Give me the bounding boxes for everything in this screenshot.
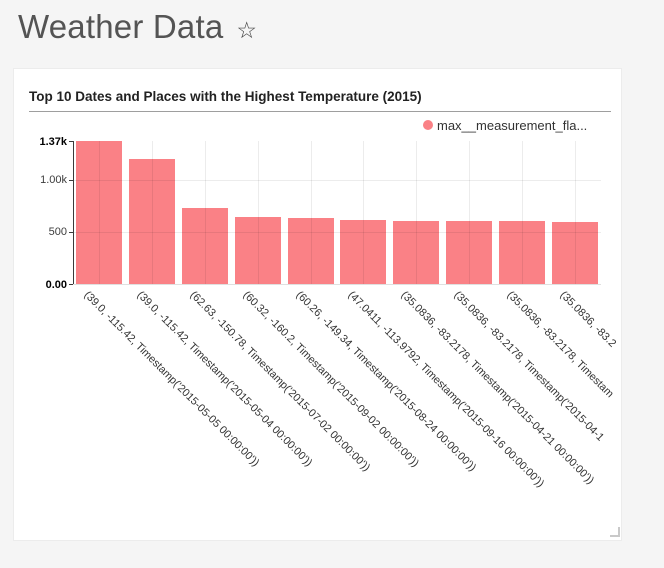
v-gridline [521, 141, 523, 284]
y-axis-label: 0.00 [45, 278, 67, 291]
chart-title: Top 10 Dates and Places with the Highest… [29, 89, 422, 104]
y-axis-tick [69, 141, 73, 142]
bar[interactable] [234, 216, 281, 284]
chart-card: Top 10 Dates and Places with the Highest… [13, 68, 622, 541]
h-gridline [73, 179, 601, 181]
resize-handle-icon[interactable] [610, 527, 620, 537]
x-axis-line [73, 284, 601, 285]
v-gridline [99, 141, 101, 284]
y-axis-line [73, 141, 74, 285]
dashboard-title: Weather Data [18, 8, 224, 45]
x-axis-label: (35.0836, -83.2 [557, 289, 618, 350]
bar[interactable] [340, 220, 387, 284]
y-axis-tick [69, 231, 73, 233]
bar[interactable] [498, 221, 545, 284]
h-gridline [73, 231, 601, 233]
v-gridline [574, 141, 576, 284]
legend-label: max__measurement_fla... [437, 117, 588, 133]
x-axis-label: (62.63, -150.78, Timestamp('2015-07-02 0… [187, 289, 373, 474]
bar[interactable] [393, 221, 440, 284]
y-axis-tick [69, 284, 73, 285]
x-axis-label: (39.0, -115.42, Timestamp('2015-05-04 00… [134, 289, 315, 469]
bar[interactable] [129, 158, 176, 284]
x-axis-label: (60.32, -160.2, Timestamp('2015-09-02 00… [240, 289, 421, 470]
chart-legend[interactable]: max__measurement_fla... [423, 117, 587, 133]
dashboard-header: Weather Data ☆ [18, 8, 257, 46]
bar[interactable] [182, 207, 228, 284]
bar-chart-plot: 0.00 500 1.00k 1.37k (39.0, -115.42, Timesta… [14, 69, 621, 540]
x-axis-label: (39.0, -115.42, Timestamp('2015-05-05 00… [81, 289, 262, 469]
v-gridline [152, 141, 154, 284]
legend-marker-icon [423, 120, 433, 130]
y-axis-label: 1.00k [40, 174, 67, 187]
bar[interactable] [287, 218, 334, 284]
favorite-star-icon[interactable]: ☆ [236, 16, 258, 43]
x-axis-label: (35.0836, -83.2178, Timestamp('2015-04-2… [398, 289, 597, 487]
bar[interactable] [446, 221, 492, 284]
y-axis-tick [69, 179, 73, 181]
v-gridline [416, 141, 418, 284]
v-gridline [363, 141, 365, 284]
x-axis-label: (60.26, -149.34, Timestamp('2015-08-24 0… [293, 289, 478, 474]
y-axis-label: 500 [48, 226, 67, 239]
v-gridline [205, 141, 206, 284]
chart-title-divider [29, 111, 611, 112]
y-axis-label: 1.37k [39, 135, 67, 148]
v-gridline [257, 141, 259, 284]
x-axis-label: (35.0836, -83.2178, Timestam [504, 289, 616, 401]
v-gridline [469, 141, 470, 284]
v-gridline [310, 141, 312, 284]
bar[interactable] [551, 221, 598, 284]
bar[interactable] [76, 141, 123, 284]
x-axis-label: (47.0411, -113.9792, Timestamp('2015-09-… [345, 289, 547, 490]
